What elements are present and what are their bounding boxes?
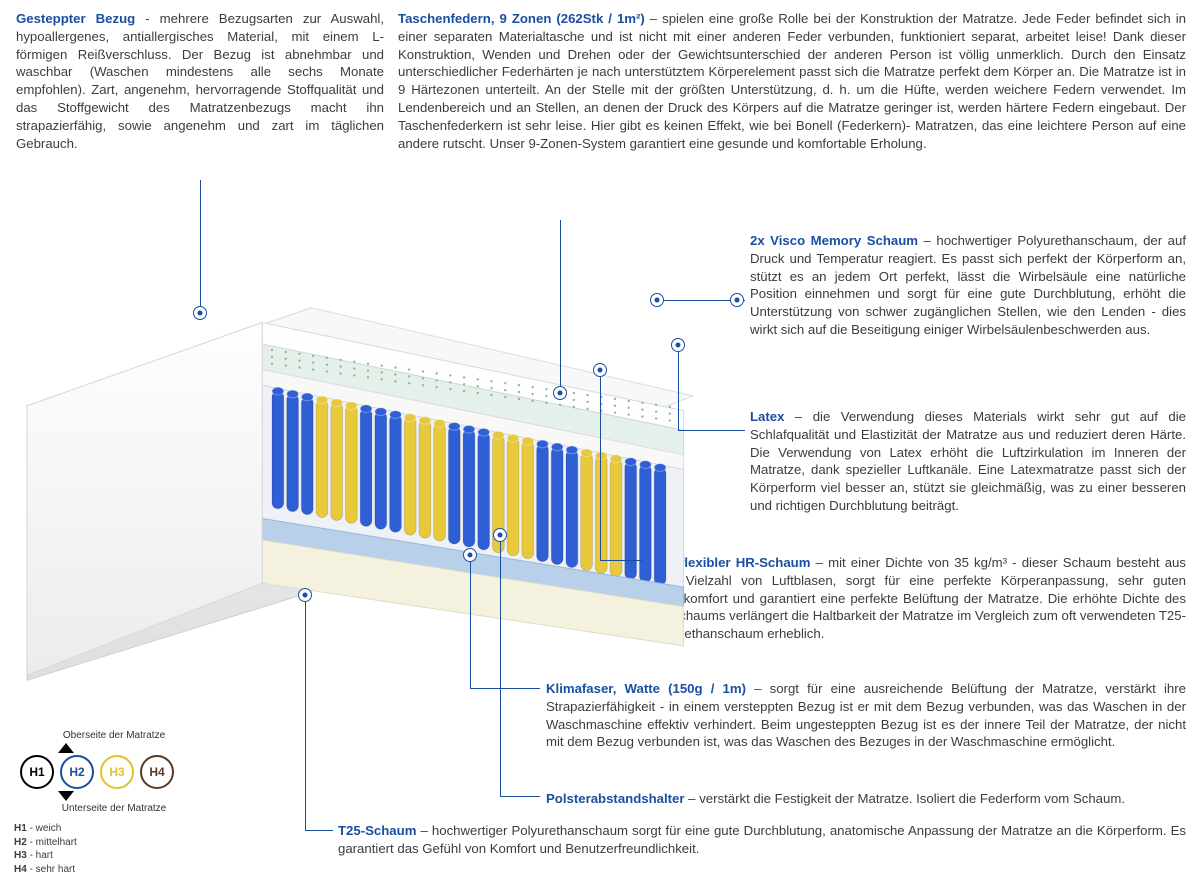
block-polster: Polsterabstandshalter – verstärkt die Fe… bbox=[546, 790, 1186, 808]
block-latex: Latex – die Verwendung dieses Materials … bbox=[750, 408, 1186, 515]
title-t25: T25-Schaum bbox=[338, 823, 416, 838]
arrow-down-icon bbox=[58, 791, 74, 801]
infographic-root: Gesteppter Bezug - mehrere Bezugsarten z… bbox=[0, 0, 1200, 894]
pointer-line bbox=[560, 220, 561, 390]
mattress-illustration bbox=[10, 200, 730, 690]
block-federn: Taschenfedern, 9 Zonen (262Stk / 1m²) – … bbox=[398, 10, 1186, 153]
legend-key-line: H1 - weich bbox=[14, 822, 274, 836]
legend-key-line: H2 - mittelhart bbox=[14, 836, 274, 850]
pointer-line bbox=[600, 560, 642, 561]
legend-circle: H2 bbox=[60, 755, 94, 789]
legend-key-line: H3 - hart bbox=[14, 849, 274, 863]
pointer-line bbox=[500, 796, 540, 797]
body-bezug: mehrere Bezugsarten zur Auswahl, hypoall… bbox=[16, 11, 384, 151]
legend-top-label: Oberseite der Matratze bbox=[14, 730, 214, 741]
title-federn: Taschenfedern, 9 Zonen (262Stk / 1m²) bbox=[398, 11, 645, 26]
block-t25: T25-Schaum – hochwertiger Polyurethansch… bbox=[338, 822, 1186, 858]
body-latex: die Verwendung dieses Materials wirkt se… bbox=[750, 409, 1186, 513]
pointer-marker bbox=[298, 588, 312, 602]
pointer-marker bbox=[650, 293, 664, 307]
pointer-line bbox=[470, 688, 540, 689]
legend-circle: H3 bbox=[100, 755, 134, 789]
firmness-legend: Oberseite der Matratze H1H2H3H4 Untersei… bbox=[14, 730, 274, 876]
body-visco: hochwertiger Polyurethanschaum, der auf … bbox=[750, 233, 1186, 337]
pointer-line bbox=[500, 535, 501, 796]
legend-key-line: H4 - sehr hart bbox=[14, 863, 274, 877]
pointer-marker bbox=[493, 528, 507, 542]
legend-circle: H1 bbox=[20, 755, 54, 789]
arrow-up-icon bbox=[58, 743, 74, 753]
pointer-line bbox=[200, 180, 201, 310]
pointer-marker bbox=[593, 363, 607, 377]
title-polster: Polsterabstandshalter bbox=[546, 791, 685, 806]
pointer-marker bbox=[193, 306, 207, 320]
legend-bottom-label: Unterseite der Matratze bbox=[14, 803, 214, 814]
body-t25: hochwertiger Polyurethanschaum sorgt für… bbox=[338, 823, 1186, 856]
title-visco: 2x Visco Memory Schaum bbox=[750, 233, 918, 248]
body-federn: spielen eine große Rolle bei der Konstru… bbox=[398, 11, 1186, 151]
block-visco: 2x Visco Memory Schaum – hochwertiger Po… bbox=[750, 232, 1186, 339]
block-bezug: Gesteppter Bezug - mehrere Bezugsarten z… bbox=[16, 10, 384, 153]
title-bezug: Gesteppter Bezug bbox=[16, 11, 135, 26]
pointer-line bbox=[470, 555, 471, 688]
pointer-line bbox=[600, 370, 601, 560]
title-latex: Latex bbox=[750, 409, 784, 424]
legend-circle: H4 bbox=[140, 755, 174, 789]
pointer-line bbox=[678, 345, 679, 430]
pointer-marker bbox=[553, 386, 567, 400]
body-polster: verstärkt die Festigkeit der Matratze. I… bbox=[699, 791, 1125, 806]
pointer-line bbox=[305, 595, 306, 830]
pointer-marker bbox=[671, 338, 685, 352]
pointer-marker bbox=[463, 548, 477, 562]
pointer-line bbox=[305, 830, 333, 831]
pointer-marker bbox=[730, 293, 744, 307]
block-klima: Klimafaser, Watte (150g / 1m) – sorgt fü… bbox=[546, 680, 1186, 751]
pointer-line bbox=[678, 430, 745, 431]
